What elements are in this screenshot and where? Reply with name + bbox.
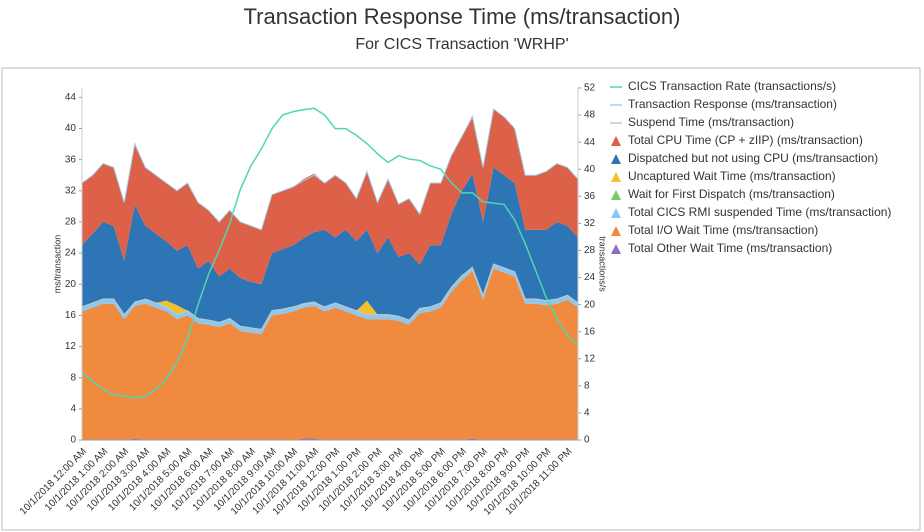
y-tick-label: 24 — [65, 248, 77, 259]
y2-tick-label: 8 — [584, 380, 590, 391]
y2-tick-label: 48 — [584, 110, 596, 121]
y-tick-label: 32 — [65, 185, 77, 196]
line — [81, 108, 579, 231]
y-tick-label: 36 — [65, 154, 77, 165]
line — [81, 263, 579, 330]
legend-label: Suspend Time (ms/transaction) — [628, 115, 794, 129]
legend-label: Total I/O Wait Time (ms/transaction) — [628, 223, 818, 237]
legend-label: Total Other Wait Time (ms/transaction) — [628, 241, 832, 255]
y-tick-label: 20 — [65, 279, 77, 290]
y2-tick-label: 20 — [584, 299, 596, 310]
y2-tick-label: 4 — [584, 408, 590, 419]
chart-title: Transaction Response Time (ms/transactio… — [244, 4, 681, 29]
y2-tick-label: 36 — [584, 191, 596, 202]
y2-tick-label: 24 — [584, 272, 596, 283]
legend-label: Total CPU Time (CP + zIIP) (ms/transacti… — [628, 133, 863, 147]
y2-tick-label: 32 — [584, 218, 596, 229]
y2-tick-label: 44 — [584, 137, 596, 148]
legend-label: Transaction Response (ms/transaction) — [628, 97, 837, 111]
legend-swatch — [611, 244, 621, 254]
legend-swatch — [611, 172, 621, 182]
chart-subtitle: For CICS Transaction 'WRHP' — [355, 36, 568, 53]
area — [82, 109, 578, 285]
legend-label: Wait for First Dispatch (ms/transaction) — [628, 187, 835, 201]
legend-swatch — [611, 226, 621, 236]
chart-frame — [1, 67, 921, 531]
y-axis-label: ms/transaction — [52, 235, 62, 294]
y2-tick-label: 16 — [584, 326, 596, 337]
y-tick-label: 8 — [70, 372, 76, 383]
legend-swatch — [611, 154, 621, 164]
y2-tick-label: 12 — [584, 353, 596, 364]
y2-axis-label: transactions/s — [598, 236, 608, 292]
y-tick-label: 4 — [70, 403, 76, 414]
legend-label: Dispatched but not using CPU (ms/transac… — [628, 151, 878, 165]
legend-swatch — [611, 190, 621, 200]
legend-label: CICS Transaction Rate (transactions/s) — [628, 79, 836, 93]
y2-tick-label: 40 — [584, 164, 596, 175]
y-tick-label: 40 — [65, 123, 77, 134]
y-tick-label: 44 — [65, 92, 77, 103]
line — [81, 107, 579, 399]
y2-tick-label: 52 — [584, 83, 596, 94]
y-tick-label: 16 — [65, 310, 77, 321]
y-tick-label: 0 — [70, 435, 76, 446]
legend-swatch — [611, 136, 621, 146]
legend-swatch — [611, 208, 621, 218]
y-tick-label: 28 — [65, 217, 77, 228]
area — [82, 268, 578, 440]
y2-tick-label: 0 — [584, 435, 590, 446]
y2-tick-label: 28 — [584, 245, 596, 256]
legend-label: Total CICS RMI suspended Time (ms/transa… — [628, 205, 891, 219]
legend-label: Uncaptured Wait Time (ms/transaction) — [628, 169, 836, 183]
y-tick-label: 12 — [65, 341, 77, 352]
area — [82, 167, 578, 330]
